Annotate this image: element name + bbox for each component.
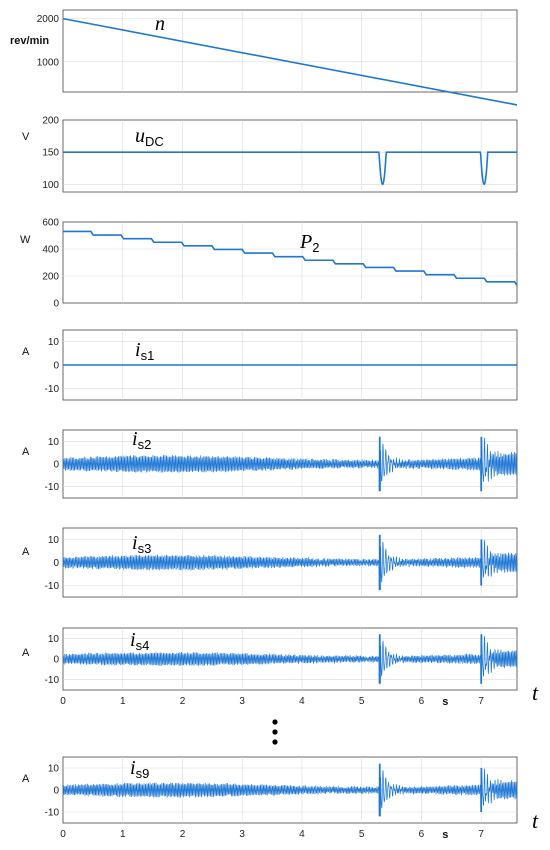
xtick-is4-5: 5 (359, 696, 365, 707)
xtick-is9-7: 7 (478, 829, 484, 840)
xtick-is4-6: 6 (419, 696, 425, 707)
ytick-is9--10: -10 (45, 808, 60, 819)
ytick-is9-0: 0 (53, 786, 59, 797)
xtick-is9-5: 5 (359, 829, 365, 840)
ytick-n-1000: 1000 (37, 57, 60, 68)
xtick-is9-0: 0 (60, 829, 66, 840)
ytick-is3-0: 0 (53, 558, 59, 569)
ytick-is2-0: 0 (53, 460, 59, 471)
unit-is3: A (22, 546, 30, 558)
unit-is9: A (22, 773, 30, 785)
xtick-is4-1: 1 (120, 696, 126, 707)
ytick-is4-0: 0 (53, 655, 59, 666)
ytick-uDC-150: 150 (42, 148, 59, 159)
ytick-is3--10: -10 (45, 581, 60, 592)
series-line-is9 (62, 763, 518, 817)
series-line-is2 (62, 436, 518, 492)
xtick-is9-3: 3 (239, 829, 245, 840)
plot-frame-n (62, 9, 518, 93)
unit-n: rev/min (10, 35, 49, 47)
ytick-uDC-100: 100 (42, 180, 59, 191)
unit-is2: A (22, 446, 30, 458)
xtick-is9-6: 6 (419, 829, 425, 840)
xunit-is4: s (442, 696, 448, 708)
xtick-is4-7: 7 (478, 696, 484, 707)
xtick-is9-4: 4 (299, 829, 305, 840)
xtick-is9-1: 1 (120, 829, 126, 840)
ytick-uDC-200: 200 (42, 116, 59, 127)
xtick-is9-2: 2 (180, 829, 186, 840)
ytick-is4-10: 10 (48, 634, 60, 645)
xtick-is4-0: 0 (60, 696, 66, 707)
ytick-n-2000: 2000 (37, 14, 60, 25)
series-line-P2 (63, 230, 518, 286)
ytick-is2-10: 10 (48, 437, 60, 448)
series-line-is4 (62, 634, 518, 684)
unit-is4: A (22, 647, 30, 659)
series-line-n (62, 17, 518, 106)
xunit-is9: s (442, 829, 448, 841)
ytick-is2--10: -10 (45, 482, 60, 493)
ellipsis-dots (272, 719, 278, 745)
ytick-P2-200: 200 (42, 272, 59, 283)
ytick-is3-10: 10 (48, 535, 60, 546)
xtick-is4-2: 2 (180, 696, 186, 707)
panel-n: 1000 2000 rev/min n (10, 9, 518, 106)
ytick-is9-10: 10 (48, 764, 60, 775)
plot-frame-P2 (62, 221, 518, 304)
plot-frame-uDC (62, 119, 518, 193)
time-axis-label-2: t (532, 808, 539, 833)
xtick-is4-3: 3 (239, 696, 245, 707)
unit-is1: A (22, 346, 30, 358)
ytick-is1-0: 0 (53, 361, 59, 372)
ytick-is1--10: -10 (45, 384, 60, 395)
ytick-is4--10: -10 (45, 675, 60, 686)
ytick-is1-10: 10 (48, 337, 60, 348)
xtick-is4-4: 4 (299, 696, 305, 707)
unit-uDC: V (22, 131, 30, 143)
series-line-uDC (63, 151, 517, 186)
unit-P2: W (20, 234, 31, 246)
time-axis-label-1: t (532, 680, 539, 705)
signal-label-is2: is2 (132, 428, 151, 452)
series-line-is3 (62, 534, 518, 591)
signal-label-n: n (155, 13, 165, 35)
ytick-P2-600: 600 (42, 218, 59, 229)
ytick-P2-0: 0 (53, 299, 59, 310)
ytick-P2-400: 400 (42, 245, 59, 256)
